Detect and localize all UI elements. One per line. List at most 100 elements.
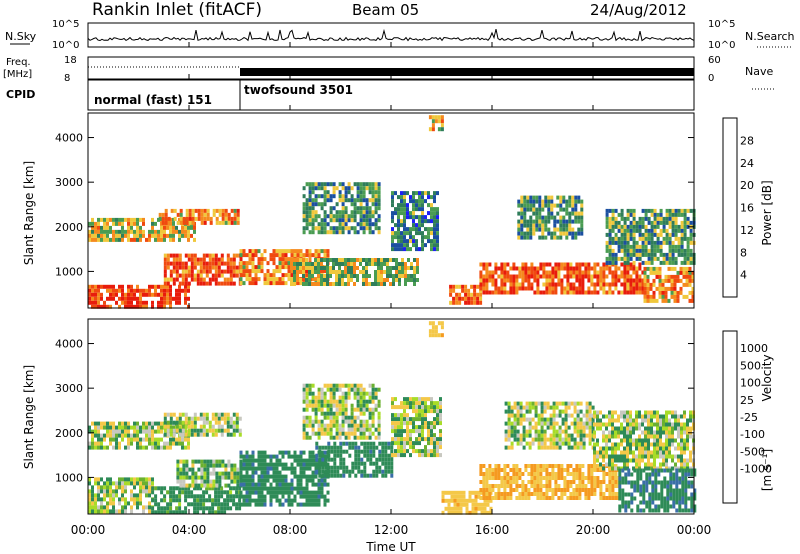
- echo-cell: [136, 441, 139, 446]
- echo-cell: [570, 421, 574, 426]
- echo-cell: [515, 290, 519, 295]
- echo-cell: [359, 182, 363, 187]
- echo-cell: [193, 428, 197, 433]
- echo-cell: [154, 441, 157, 446]
- echo-cell: [528, 445, 532, 450]
- echo-cell: [121, 485, 124, 490]
- echo-cell: [335, 270, 338, 274]
- echo-cell: [662, 256, 666, 261]
- echo-cell: [546, 425, 550, 430]
- echo-cell: [638, 290, 642, 295]
- echo-cell: [221, 471, 225, 476]
- echo-cell: [332, 230, 336, 235]
- echo-cell: [479, 270, 483, 275]
- echo-cell: [235, 412, 239, 417]
- echo-cell: [538, 211, 542, 216]
- echo-cell: [235, 416, 239, 421]
- echo-cell: [391, 211, 394, 216]
- echo-cell: [540, 429, 544, 434]
- echo-cell: [226, 277, 230, 282]
- echo-cell: [503, 484, 507, 488]
- echo-cell: [109, 425, 112, 430]
- echo-cell: [488, 468, 492, 472]
- echo-cell: [575, 278, 579, 283]
- echo-cell: [579, 445, 583, 450]
- echo-cell: [254, 466, 258, 471]
- echo-cell: [391, 397, 394, 402]
- echo-cell: [106, 421, 109, 426]
- echo-cell: [629, 236, 633, 241]
- echo-cell: [576, 421, 580, 426]
- echo-cell: [238, 506, 242, 511]
- echo-cell: [284, 482, 288, 487]
- echo-cell: [194, 459, 198, 464]
- echo-cell: [293, 470, 297, 475]
- echo-cell: [453, 494, 457, 499]
- echo-cell: [676, 298, 680, 303]
- echo-cell: [293, 270, 296, 274]
- echo-cell: [372, 469, 376, 474]
- echo-cell: [338, 198, 342, 203]
- echo-cell: [190, 502, 194, 507]
- echo-cell: [427, 239, 430, 244]
- echo-cell: [575, 476, 579, 480]
- echo-cell: [632, 224, 636, 229]
- echo-cell: [389, 274, 392, 278]
- echo-cell: [632, 212, 636, 217]
- echo-cell: [317, 403, 321, 408]
- echo-cell: [392, 266, 395, 270]
- echo-cell: [263, 281, 267, 286]
- echo-cell: [453, 506, 457, 511]
- echo-cell: [557, 476, 561, 480]
- echo-cell: [338, 190, 342, 195]
- echo-cell: [176, 471, 180, 476]
- echo-cell: [341, 210, 345, 215]
- echo-cell: [335, 226, 339, 231]
- echo-cell: [157, 502, 161, 507]
- echo-cell: [302, 258, 305, 262]
- echo-cell: [513, 401, 517, 406]
- echo-cell: [455, 284, 459, 289]
- echo-cell: [263, 466, 267, 471]
- echo-cell: [178, 288, 181, 293]
- echo-cell: [365, 266, 368, 270]
- echo-cell: [257, 462, 261, 467]
- echo-cell: [317, 498, 321, 503]
- echo-cell: [582, 425, 586, 430]
- echo-cell: [344, 266, 347, 270]
- echo-cell: [568, 211, 572, 216]
- echo-cell: [305, 262, 308, 266]
- echo-cell: [538, 235, 542, 240]
- echo-cell: [239, 261, 243, 266]
- echo-cell: [596, 426, 599, 431]
- echo-cell: [542, 266, 546, 271]
- echo-cell: [527, 278, 531, 283]
- echo-cell: [644, 248, 648, 253]
- echo-cell: [317, 266, 320, 270]
- echo-cell: [579, 433, 583, 438]
- echo-cell: [359, 210, 363, 215]
- echo-cell: [121, 497, 124, 502]
- echo-cell: [166, 432, 170, 437]
- echo-cell: [227, 220, 231, 225]
- echo-cell: [381, 461, 385, 466]
- echo-cell: [211, 261, 215, 266]
- echo-cell: [599, 270, 603, 275]
- echo-cell: [320, 399, 324, 404]
- echo-cell: [377, 230, 381, 235]
- echo-cell: [559, 199, 563, 204]
- echo-cell: [242, 269, 246, 274]
- echo-cell: [424, 405, 427, 410]
- echo-cell: [191, 459, 195, 464]
- echo-cell: [441, 494, 445, 499]
- echo-cell: [345, 449, 349, 454]
- echo-cell: [109, 292, 112, 297]
- echo-cell: [254, 486, 258, 491]
- echo-cell: [97, 429, 100, 434]
- echo-cell: [308, 270, 311, 274]
- echo-cell: [350, 423, 354, 428]
- echo-cell: [338, 222, 342, 227]
- echo-cell: [266, 269, 270, 274]
- echo-cell: [507, 445, 511, 450]
- echo-cell: [208, 428, 212, 433]
